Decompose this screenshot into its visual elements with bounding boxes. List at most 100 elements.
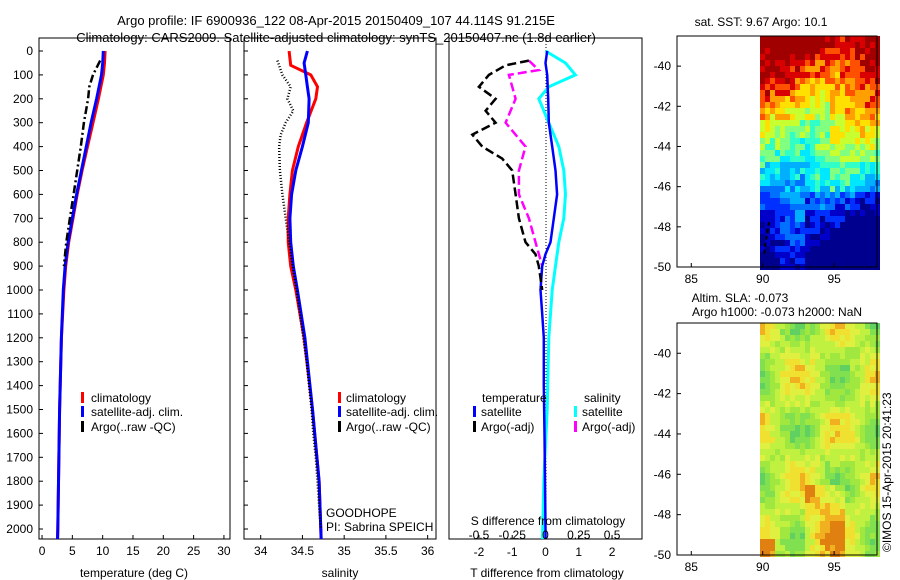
heatmap-cell [770,419,775,425]
heatmap-cell [810,371,815,377]
map-lat-tick-label: -46 [654,467,672,481]
heatmap-cell [865,186,870,192]
heatmap-cell [830,491,835,497]
heatmap-cell [815,335,820,341]
heatmap-cell [765,377,770,383]
heatmap-cell [835,353,840,359]
heatmap-cell [870,521,875,527]
heatmap-cell [785,120,790,126]
heatmap-cell [840,126,845,132]
heatmap-cell [825,42,830,48]
heatmap-cell [870,497,875,503]
heatmap-cell [865,228,870,234]
heatmap-cell [855,407,860,413]
heatmap-cell [760,461,765,467]
heatmap-cell [870,192,875,198]
heatmap-cell [780,401,785,407]
heatmap-cell [840,198,845,204]
heatmap-cell [780,383,785,389]
heatmap-cell [860,78,865,84]
heatmap-cell [775,210,780,216]
heatmap-cell [860,401,865,407]
heatmap-cell [805,120,810,126]
heatmap-cell [805,347,810,353]
depth-tick-label: 2000 [6,522,33,536]
heatmap-cell [835,234,840,240]
heatmap-cell [775,78,780,84]
heatmap-cell [855,216,860,222]
heatmap-cell [840,479,845,485]
heatmap-cell [860,479,865,485]
heatmap-cell [835,371,840,377]
heatmap-cell [860,347,865,353]
heatmap-cell [840,78,845,84]
heatmap-cell [805,479,810,485]
heatmap-cell [845,359,850,365]
temperature-x-ticks: 0 5 10 15 20 25 30 [39,535,231,558]
heatmap-cell [795,551,800,557]
heatmap-cell [865,533,870,539]
heatmap-cell [765,485,770,491]
heatmap-cell [855,132,860,138]
heatmap-cell [785,461,790,467]
heatmap-cell [790,150,795,156]
heatmap-cell [820,467,825,473]
heatmap-cell [810,78,815,84]
heatmap-cell [790,443,795,449]
heatmap-cell [785,48,790,54]
heatmap-cell [855,503,860,509]
heatmap-cell [865,527,870,533]
heatmap-cell [870,78,875,84]
heatmap-cell [830,246,835,252]
heatmap-cell [830,479,835,485]
heatmap-cell [815,413,820,419]
heatmap-cell [780,425,785,431]
heatmap-cell [775,54,780,60]
heatmap-cell [835,449,840,455]
heatmap-cell [835,228,840,234]
heatmap-cell [790,539,795,545]
heatmap-cell [780,467,785,473]
heatmap-cell [805,48,810,54]
heatmap-cell [825,329,830,335]
heatmap-cell [840,413,845,419]
heatmap-cell [790,156,795,162]
heatmap-cell [775,515,780,521]
heatmap-cell [795,497,800,503]
heatmap-cell [805,228,810,234]
heatmap-cell [840,48,845,54]
heatmap-cell [820,78,825,84]
heatmap-cell [770,108,775,114]
heatmap-cell [825,90,830,96]
heatmap-cell [850,168,855,174]
heatmap-cell [805,527,810,533]
heatmap-cell [835,126,840,132]
heatmap-cell [790,395,795,401]
heatmap-cell [865,443,870,449]
heatmap-cell [800,132,805,138]
heatmap-cell [825,401,830,407]
heatmap-cell [780,222,785,228]
heatmap-cell [760,323,765,329]
heatmap-cell [810,329,815,335]
heatmap-cell [820,353,825,359]
heatmap-cell [810,66,815,72]
heatmap-cell [855,491,860,497]
heatmap-cell [785,168,790,174]
heatmap-cell [760,150,765,156]
heatmap-cell [865,138,870,144]
heatmap-cell [825,485,830,491]
heatmap-cell [850,419,855,425]
heatmap-cell [870,527,875,533]
sst-map-frame [676,35,878,268]
depth-tick-label: 1900 [6,498,33,512]
heatmap-cell [860,48,865,54]
heatmap-cell [835,413,840,419]
heatmap-cell [845,497,850,503]
heatmap-cell [795,192,800,198]
heatmap-cell [835,545,840,551]
heatmap-cell [765,419,770,425]
heatmap-cell [865,509,870,515]
heatmap-cell [815,240,820,246]
t-difference-tick-label: -1 [507,545,518,559]
